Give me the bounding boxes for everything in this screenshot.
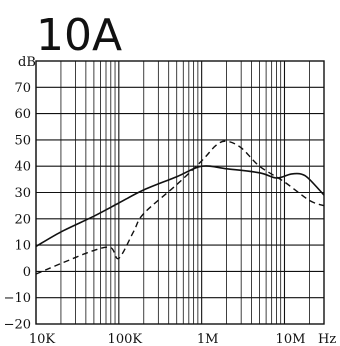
y-tick-label: 0 (23, 265, 31, 280)
y-tick-label: 10 (14, 239, 31, 254)
y-tick-label: 60 (14, 107, 31, 122)
x-tick-label: 100K (108, 332, 143, 346)
y-tick-label: −20 (4, 318, 31, 333)
chart-title: 10A (36, 10, 122, 61)
grid (35, 60, 325, 325)
series-layer (35, 140, 325, 275)
plot-frame (35, 60, 325, 325)
solid-series-line (35, 165, 325, 248)
y-tick-label: 50 (14, 133, 31, 148)
y-tick-label: 40 (14, 160, 31, 175)
x-tick-labels: 10K 100K 1M 10M (29, 332, 306, 346)
y-tick-label: 70 (14, 81, 31, 96)
x-tick-label: 10K (29, 332, 56, 346)
y-tick-labels: 70 60 50 40 30 20 10 0 −10 −20 (4, 81, 31, 333)
y-axis-unit-label: dB (18, 55, 36, 70)
dashed-series-line (35, 140, 325, 275)
x-tick-label: 10M (276, 332, 306, 346)
y-tick-label: −10 (4, 291, 31, 306)
y-tick-label: 30 (14, 186, 31, 201)
x-axis-unit-label: Hz (318, 332, 336, 346)
x-tick-label: 1M (197, 332, 219, 346)
y-tick-label: 20 (14, 212, 31, 227)
